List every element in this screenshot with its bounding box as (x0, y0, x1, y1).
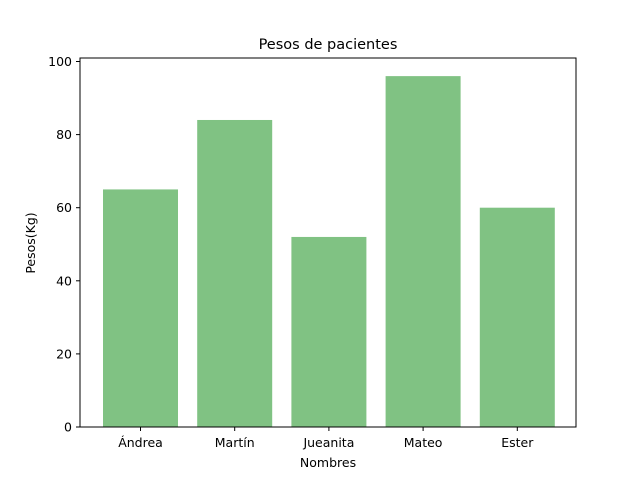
y-tick-label: 40 (56, 273, 72, 288)
bar-3 (385, 76, 461, 428)
x-tick-label: Jueanita (302, 435, 354, 450)
bar-4 (479, 207, 555, 427)
y-axis-ticks: 0 20 40 60 80 100 (48, 54, 80, 435)
chart-title: Pesos de pacientes (259, 37, 398, 53)
x-tick-label: Ester (501, 435, 534, 450)
x-axis-ticks: Ándrea Martín Jueanita Mateo Ester (118, 427, 534, 450)
plot-area-frame (79, 57, 577, 428)
bar-0 (103, 189, 178, 427)
x-tick-label: Ándrea (118, 435, 163, 450)
x-tick-label: Mateo (404, 435, 443, 450)
bars-group (103, 76, 555, 428)
y-tick-label: 100 (48, 54, 72, 69)
y-tick-label: 0 (64, 420, 72, 435)
y-tick-label: 20 (56, 346, 72, 361)
y-tick-label: 80 (56, 127, 72, 142)
bar-2 (291, 236, 367, 427)
x-tick-label: Martín (215, 435, 255, 450)
bar-1 (197, 119, 273, 427)
y-tick-label: 60 (56, 200, 72, 215)
x-axis-label: Nombres (300, 455, 356, 470)
y-axis-label: Pesos(Kg) (23, 212, 38, 273)
